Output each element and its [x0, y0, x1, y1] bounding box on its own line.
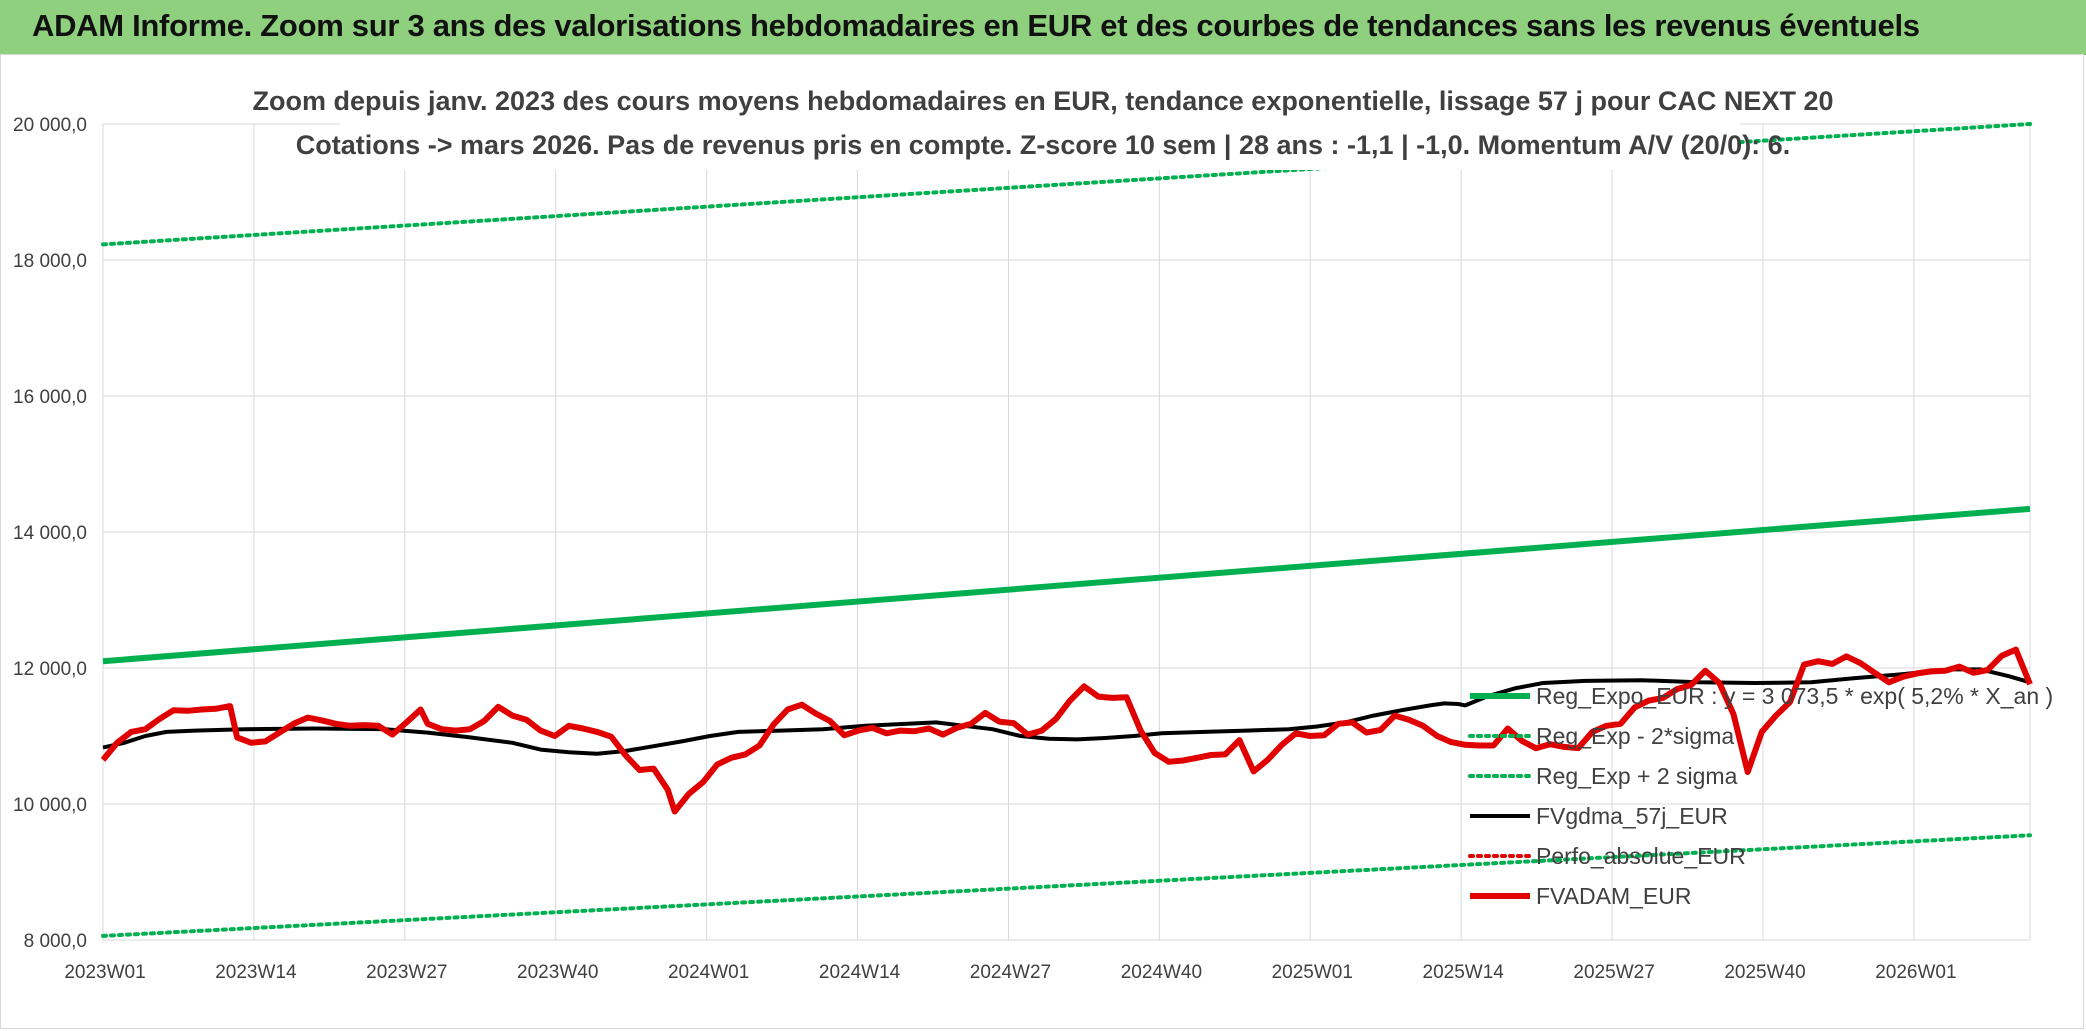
chart-title-line1: Zoom depuis janv. 2023 des cours moyens … — [253, 86, 1834, 116]
x-tick-label: 2024W14 — [819, 962, 901, 983]
legend-label: Reg_Expo_EUR : y = 3 073,5 * exp( 5,2% *… — [1536, 683, 2053, 709]
series-line-5 — [100, 646, 2033, 815]
y-tick-label: 16 000,0 — [13, 387, 87, 408]
x-tick-label: 2025W27 — [1573, 962, 1654, 983]
x-tick-label: 2025W40 — [1724, 962, 1805, 983]
legend-label: FVgdma_57j_EUR — [1536, 803, 1728, 829]
x-tick-label: 2023W40 — [517, 962, 598, 983]
x-tick-label: 2023W27 — [366, 962, 447, 983]
y-tick-label: 14 000,0 — [13, 523, 87, 544]
series-line-0 — [102, 505, 2031, 665]
legend-label: Perfo_absolue_EUR — [1536, 843, 1746, 869]
series-line-3 — [102, 667, 2031, 756]
y-tick-label: 10 000,0 — [13, 795, 87, 816]
y-tick-label: 8 000,0 — [24, 931, 87, 952]
y-tick-label: 18 000,0 — [13, 251, 87, 272]
series-line-1 — [101, 833, 2032, 938]
legend-label: Reg_Exp - 2*sigma — [1536, 723, 1734, 749]
x-tick-label: 2024W27 — [970, 962, 1051, 983]
x-tick-label: 2023W14 — [215, 962, 297, 983]
x-tick-label: 2023W01 — [64, 962, 145, 983]
x-tick-label: 2024W01 — [668, 962, 749, 983]
x-tick-label: 2024W40 — [1121, 962, 1202, 983]
x-tick-label: 2025W01 — [1272, 962, 1353, 983]
legend-label: Reg_Exp + 2 sigma — [1536, 763, 1738, 789]
y-tick-label: 12 000,0 — [13, 659, 87, 680]
chart-frame — [0, 54, 2084, 1029]
subtitle-background — [340, 78, 1740, 170]
x-tick-label: 2026W01 — [1875, 962, 1956, 983]
legend-label: FVADAM_EUR — [1536, 883, 1692, 909]
banner-title: ADAM Informe. Zoom sur 3 ans des valoris… — [32, 8, 1920, 43]
chart-title-line2: Cotations -> mars 2026. Pas de revenus p… — [296, 130, 1790, 160]
y-tick-label: 20 000,0 — [13, 115, 87, 136]
title-banner: ADAM Informe. Zoom sur 3 ans des valoris… — [0, 0, 2086, 55]
x-tick-label: 2025W14 — [1423, 962, 1505, 983]
